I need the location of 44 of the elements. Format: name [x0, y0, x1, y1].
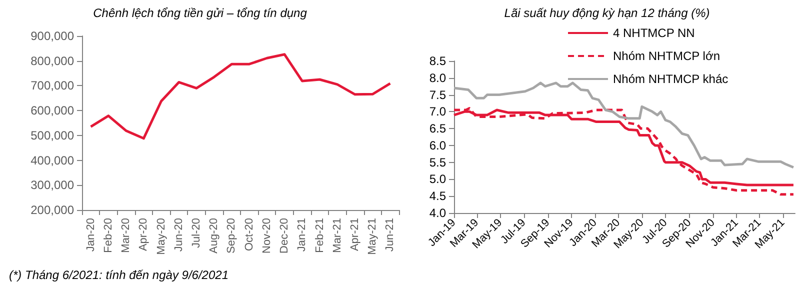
x-tick-label: Feb-21	[314, 218, 326, 253]
y-tick-label: 6.5	[429, 122, 446, 136]
line-series	[90, 53, 392, 140]
x-tick-label: May-21	[366, 218, 379, 255]
legend-label: Nhóm NHTMCP lớn	[613, 49, 720, 63]
x-tick-label: Mar-21	[331, 218, 344, 253]
y-tick-label: 400,000	[30, 153, 74, 168]
x-tick-label: Dec-20	[278, 218, 291, 254]
y-tick-label: 6.0	[429, 138, 446, 152]
x-tick-label: Jun-21	[384, 218, 396, 252]
x-tick-label: Apr-21	[348, 218, 361, 252]
y-tick-label: 4.5	[429, 189, 446, 204]
y-tick-label: 5.5	[429, 155, 446, 170]
y-tick-label: 200,000	[30, 203, 74, 217]
y-tick-label: 500,000	[30, 128, 74, 142]
x-tick-label: Mar-20	[120, 218, 132, 253]
chart-title: Lãi suất huy động kỳ hạn 12 tháng (%)	[504, 6, 710, 20]
line-series	[452, 82, 795, 169]
y-tick-label: 900,000	[30, 29, 74, 43]
x-tick-label: Sep-20	[226, 218, 238, 254]
y-tick-label: 4.0	[429, 206, 446, 220]
x-tick-label: Nov-20	[260, 218, 273, 254]
y-tick-label: 5.0	[429, 172, 446, 186]
y-tick-label: 8.0	[429, 70, 446, 85]
x-tick-label: Feb-20	[102, 218, 114, 253]
x-tick-label: Jan-21	[296, 218, 308, 252]
chart-title: Chênh lệch tổng tiền gửi – tổng tín dụng	[93, 6, 308, 20]
x-tick-label: Jul-20	[190, 218, 202, 248]
x-tick-label: Jan-20	[84, 218, 97, 252]
y-tick-label: 800,000	[30, 54, 74, 68]
y-tick-label: 8.5	[429, 54, 446, 68]
x-tick-label: May-20	[155, 218, 168, 255]
y-tick-label: 7.5	[429, 88, 446, 102]
y-tick-label: 600,000	[30, 104, 74, 118]
x-tick-label: Apr-20	[138, 218, 150, 252]
legend-label: Nhóm NHTMCP khác	[613, 72, 728, 86]
y-tick-label: 300,000	[30, 178, 74, 192]
text: (*) Tháng 6/2021: tính đến ngày 9/6/2021	[9, 268, 228, 282]
x-tick-label: Aug-20	[208, 218, 220, 254]
y-tick-label: 7.0	[429, 104, 446, 119]
x-tick-label: Oct-20	[243, 218, 256, 252]
x-tick-label: Jun-20	[172, 218, 185, 252]
legend-label: 4 NHTMCP NN	[613, 26, 695, 40]
y-tick-label: 700,000	[30, 78, 74, 93]
